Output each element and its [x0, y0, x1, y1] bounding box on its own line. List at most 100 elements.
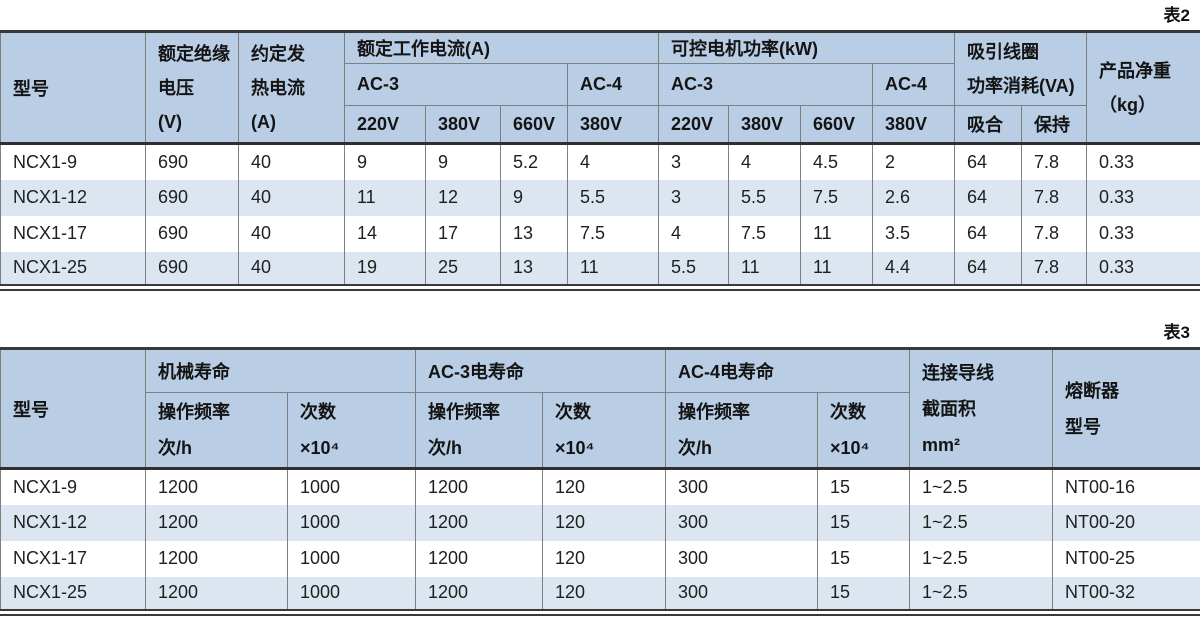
- th-motor-power-group: 可控电机功率(kW): [658, 31, 955, 64]
- model-cell: NCX1-25: [0, 576, 146, 613]
- value-cell: 9: [344, 142, 426, 180]
- th-ac4: AC-4: [567, 63, 659, 106]
- value-cell: 1200: [415, 467, 543, 505]
- table-row: NCX1-17 1200 1000 1200 120 300 15 1~2.5 NT00-25: [0, 540, 1200, 577]
- value-cell: 1000: [287, 540, 416, 577]
- table-row: NCX1-12 1200 1000 1200 120 300 15 1~2.5 NT00-20: [0, 504, 1200, 541]
- value-cell: 120: [541, 540, 666, 577]
- th-model: 型号: [0, 31, 146, 144]
- value-cell: NT00-16: [1052, 467, 1200, 505]
- value-cell: 120: [541, 504, 666, 541]
- value-cell: 13: [500, 251, 568, 288]
- value-cell: 7.5: [728, 215, 801, 252]
- value-cell: 64: [954, 251, 1022, 288]
- value-cell: 7.8: [1020, 142, 1087, 180]
- th-rated-current-group: 额定工作电流(A): [344, 31, 659, 64]
- th-fuse-model: 熔断器 型号: [1052, 348, 1200, 469]
- value-cell: 0.33: [1086, 251, 1200, 288]
- value-cell: 5.2: [500, 142, 568, 180]
- value-cell: 1~2.5: [909, 504, 1053, 541]
- value-cell: 15: [817, 576, 910, 613]
- th-coil-consumption-group: 吸引线圈 功率消耗(VA): [953, 31, 1087, 106]
- value-cell: 1200: [145, 467, 288, 505]
- value-cell: 2.6: [872, 179, 955, 216]
- value-cell: 5.5: [728, 179, 801, 216]
- value-cell: 300: [665, 576, 818, 613]
- spec-table-ratings: 型号 额定绝缘 电压 (V) 约定发 热电流 (A) 额定工作电流(A) 可控电…: [0, 30, 1200, 291]
- table-row: NCX1-9 1200 1000 1200 120 300 15 1~2.5 NT00-16: [0, 467, 1200, 505]
- value-cell: 4: [567, 142, 659, 180]
- value-cell: 690: [145, 215, 239, 252]
- value-cell: 1000: [287, 467, 416, 505]
- th-ac4-life-group: AC-4电寿命: [665, 348, 910, 393]
- th-cycles: 次数 ×10⁴: [817, 392, 911, 469]
- th-op-frequency: 操作频率 次/h: [145, 392, 288, 469]
- value-cell: 5.5: [658, 251, 729, 288]
- value-cell: 2: [872, 142, 955, 180]
- value-cell: 4: [728, 142, 801, 180]
- model-cell: NCX1-25: [0, 251, 146, 288]
- table-row: NCX1-12 690 40 11 12 9 5.5 3 5.5 7.5 2.6 64 7.8 0.33: [0, 179, 1200, 216]
- value-cell: 4.4: [872, 251, 955, 288]
- value-cell: NT00-32: [1052, 576, 1200, 613]
- value-cell: 11: [344, 179, 426, 216]
- value-cell: 4.5: [800, 142, 873, 180]
- table-row: NCX1-25 690 40 19 25 13 11 5.5 11 11 4.4 64 7.8 0.33: [0, 251, 1200, 288]
- value-cell: 9: [425, 142, 501, 180]
- value-cell: 7.8: [1020, 215, 1087, 252]
- value-cell: 3: [658, 179, 729, 216]
- table2-body: NCX1-9 690 40 9 9 5.2 4 3 4 4.5 2 64 7.8 0.33 NCX1-12 6…: [0, 142, 1200, 288]
- th-660v: 660V: [500, 105, 568, 144]
- value-cell: 40: [238, 179, 345, 216]
- value-cell: 15: [817, 467, 910, 505]
- value-cell: NT00-25: [1052, 540, 1200, 577]
- value-cell: 690: [145, 142, 239, 180]
- value-cell: 0.33: [1086, 179, 1200, 216]
- value-cell: 64: [954, 142, 1022, 180]
- value-cell: 64: [954, 215, 1022, 252]
- value-cell: 40: [238, 215, 345, 252]
- model-cell: NCX1-12: [0, 179, 146, 216]
- value-cell: 1~2.5: [909, 576, 1053, 613]
- th-pickup: 吸合: [954, 105, 1022, 144]
- table3-header: 型号 机械寿命 AC-3电寿命 AC-4电寿命 连接导线 截面积 mm² 熔断器…: [0, 348, 1200, 469]
- th-380v: 380V: [872, 105, 955, 144]
- table3-body: NCX1-9 1200 1000 1200 120 300 15 1~2.5 NT00-16 NC…: [0, 467, 1200, 613]
- th-net-weight: 产品净重 （kg）: [1086, 31, 1200, 144]
- value-cell: 1200: [415, 576, 543, 613]
- model-cell: NCX1-17: [0, 540, 146, 577]
- th-380v: 380V: [728, 105, 801, 144]
- th-wire-area: 连接导线 截面积 mm²: [909, 348, 1053, 469]
- th-380v: 380V: [425, 105, 501, 144]
- value-cell: 1200: [145, 504, 288, 541]
- value-cell: 14: [344, 215, 426, 252]
- value-cell: 11: [567, 251, 659, 288]
- value-cell: 40: [238, 142, 345, 180]
- th-op-frequency: 操作频率 次/h: [665, 392, 818, 469]
- value-cell: 15: [817, 504, 910, 541]
- value-cell: 300: [665, 467, 818, 505]
- value-cell: 7.8: [1020, 179, 1087, 216]
- th-insulation-voltage: 额定绝缘 电压 (V): [145, 31, 239, 144]
- th-ac3-life-group: AC-3电寿命: [414, 348, 666, 393]
- th-cycles: 次数 ×10⁴: [541, 392, 666, 469]
- table-row: NCX1-17 690 40 14 17 13 7.5 4 7.5 11 3.5 64 7.8 0.33: [0, 215, 1200, 252]
- value-cell: 40: [238, 251, 345, 288]
- value-cell: 1~2.5: [909, 467, 1053, 505]
- value-cell: 690: [145, 251, 239, 288]
- th-op-frequency: 操作频率 次/h: [415, 392, 543, 469]
- value-cell: 1200: [145, 576, 288, 613]
- value-cell: 1~2.5: [909, 540, 1053, 577]
- th-cycles: 次数 ×10⁴: [287, 392, 416, 469]
- table2-header: 型号 额定绝缘 电压 (V) 约定发 热电流 (A) 额定工作电流(A) 可控电…: [0, 31, 1200, 144]
- model-cell: NCX1-9: [0, 467, 146, 505]
- model-cell: NCX1-9: [0, 142, 146, 180]
- value-cell: 13: [500, 215, 568, 252]
- table2-caption: 表2: [1163, 6, 1190, 25]
- th-220v: 220V: [344, 105, 426, 144]
- value-cell: 1200: [415, 540, 543, 577]
- value-cell: 7.5: [567, 215, 659, 252]
- value-cell: 300: [665, 540, 818, 577]
- value-cell: 690: [145, 179, 239, 216]
- value-cell: 120: [541, 467, 666, 505]
